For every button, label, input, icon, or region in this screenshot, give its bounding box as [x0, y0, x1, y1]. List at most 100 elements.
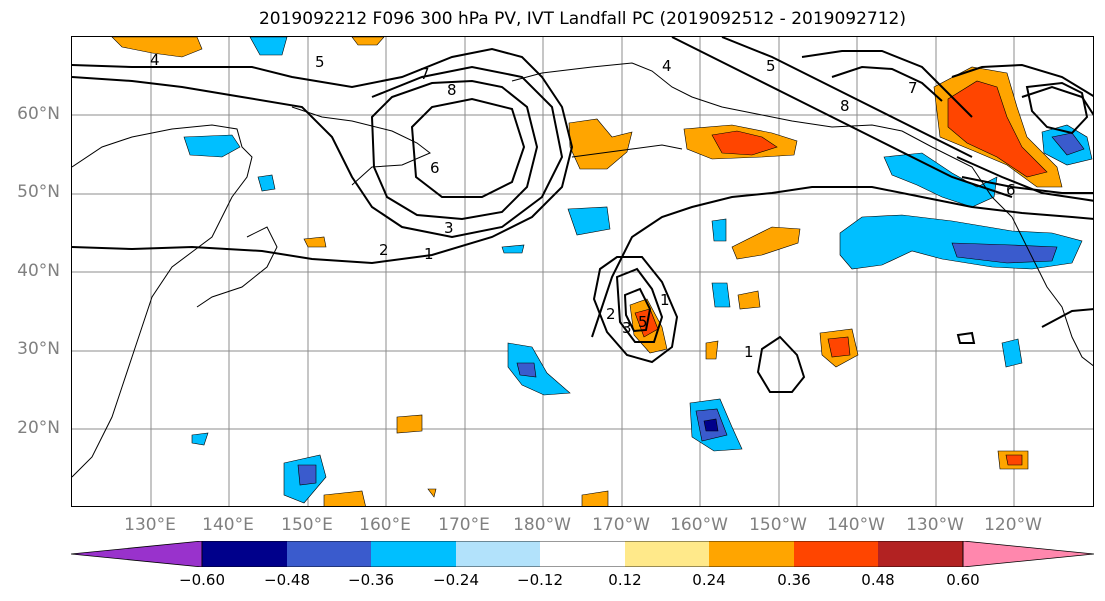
contour-label: 1 — [744, 343, 754, 361]
colorbar-segment — [709, 541, 794, 567]
positive-anomaly-region — [705, 340, 719, 360]
contour-line — [72, 65, 564, 239]
lon-label-140e: 140°E — [202, 515, 254, 535]
colorbar-tick-label: 0.12 — [608, 571, 642, 589]
contour-label: 3 — [622, 319, 632, 337]
alaska-coastline — [511, 62, 1013, 218]
colorbar-tick-label: −0.12 — [517, 571, 563, 589]
colorbar-segment — [794, 541, 879, 567]
contour-line — [72, 47, 574, 265]
contour-line — [956, 331, 976, 344]
contour-label: 5 — [766, 57, 776, 75]
contour-label: 7 — [908, 79, 918, 97]
colorbar-segment — [456, 541, 541, 567]
strong-positive-region — [1005, 454, 1023, 466]
negative-anomaly-region — [297, 464, 317, 486]
positive-anomaly-region — [396, 414, 423, 434]
contour-line — [1021, 85, 1093, 116]
map-panel: 1 2 3 4 5 6 7 8 1 2 3 4 5 6 7 8 1 5 — [71, 36, 1094, 507]
positive-anomaly-region — [568, 118, 633, 170]
map-title: 2019092212 F096 300 hPa PV, IVT Landfall… — [258, 9, 906, 29]
kamchatka-coastline — [291, 106, 431, 186]
lon-label-150e: 150°E — [281, 515, 333, 535]
coastlines — [72, 62, 1093, 478]
negative-anomaly-region — [516, 362, 537, 378]
contour-label: 2 — [379, 241, 389, 259]
contour-line — [951, 63, 1093, 97]
negative-anomaly-region — [501, 244, 525, 254]
lon-label-150w: 150°W — [749, 515, 807, 535]
contour-line — [831, 65, 943, 102]
colorbar-segment — [371, 541, 456, 567]
negative-anomaly-region — [951, 242, 1058, 264]
negative-anomaly-region — [1051, 132, 1085, 156]
positive-anomaly-region — [731, 226, 801, 260]
positive-anomaly-region — [351, 37, 385, 46]
north-america-coastline — [1011, 216, 1093, 367]
strong-positive-region — [827, 336, 851, 358]
negative-anomaly-region — [249, 37, 288, 56]
contour-line — [671, 37, 1013, 198]
lat-label-20n: 20°N — [17, 418, 60, 438]
contour-line — [756, 335, 806, 393]
contour-label: 8 — [840, 97, 850, 115]
contour-label: 2 — [606, 305, 616, 323]
contour-label: 5 — [638, 313, 648, 331]
contour-line — [623, 287, 652, 333]
contour-label: 1 — [660, 291, 670, 309]
colorbar-tick-label: −0.48 — [264, 571, 310, 589]
lon-label-120w: 120°W — [984, 515, 1042, 535]
negative-anomaly-region — [567, 206, 611, 236]
positive-anomaly-region — [427, 488, 437, 498]
lat-label-40n: 40°N — [17, 261, 60, 281]
positive-anomaly-region — [323, 490, 366, 506]
colorbar-segment — [540, 541, 625, 567]
negative-anomaly-region — [191, 432, 209, 446]
contour-line — [370, 79, 539, 221]
contour-line — [591, 186, 1093, 338]
contour-label: 4 — [662, 57, 672, 75]
lat-label-30n: 30°N — [17, 339, 60, 359]
colorbar-tick-label: 0.48 — [861, 571, 895, 589]
contour-line — [592, 256, 679, 364]
contour-labels: 1 2 3 4 5 6 7 8 1 2 3 4 5 6 7 8 1 5 — [150, 51, 1016, 361]
negative-anomaly-region — [883, 152, 998, 208]
lon-label-130e: 130°E — [124, 515, 176, 535]
contour-line — [1025, 81, 1089, 135]
colorbar-extend-high — [962, 541, 1094, 567]
negative-anomaly-region — [711, 282, 731, 308]
contour-label: 3 — [444, 219, 454, 237]
contour-label: 6 — [430, 159, 440, 177]
japan-coastline — [196, 226, 278, 308]
lon-label-130w: 130°W — [906, 515, 964, 535]
contour-line — [721, 37, 973, 158]
lon-label-160e: 160°E — [359, 515, 411, 535]
pv-anomaly-shading — [111, 37, 1093, 506]
contour-label: 8 — [447, 81, 457, 99]
contour-line — [1041, 308, 1093, 328]
colorbar-segment — [202, 541, 287, 567]
lon-label-170w: 170°W — [592, 515, 650, 535]
colorbar-tick-label: 0.24 — [692, 571, 726, 589]
colorbar-extend-low — [71, 541, 203, 567]
negative-anomaly-region — [257, 174, 276, 192]
contour-label: 7 — [420, 65, 430, 83]
colorbar-segment — [878, 541, 963, 567]
colorbar-tick-label: −0.60 — [179, 571, 225, 589]
contour-line — [410, 97, 526, 198]
positive-anomaly-region — [111, 37, 203, 58]
negative-anomaly-region — [711, 218, 727, 242]
lat-label-60n: 60°N — [17, 104, 60, 124]
colorbar — [71, 541, 1094, 567]
negative-anomaly-region — [183, 134, 241, 158]
negative-anomaly-region — [703, 418, 719, 432]
contour-line — [615, 267, 664, 343]
lat-label-50n: 50°N — [17, 182, 60, 202]
asia-coastline — [72, 124, 253, 478]
strong-positive-region — [711, 130, 778, 156]
contour-label: 5 — [315, 53, 325, 71]
colorbar-segment — [625, 541, 710, 567]
lon-label-170e: 170°E — [438, 515, 490, 535]
strong-positive-region — [947, 80, 1048, 178]
ivt-contours — [72, 37, 1093, 393]
